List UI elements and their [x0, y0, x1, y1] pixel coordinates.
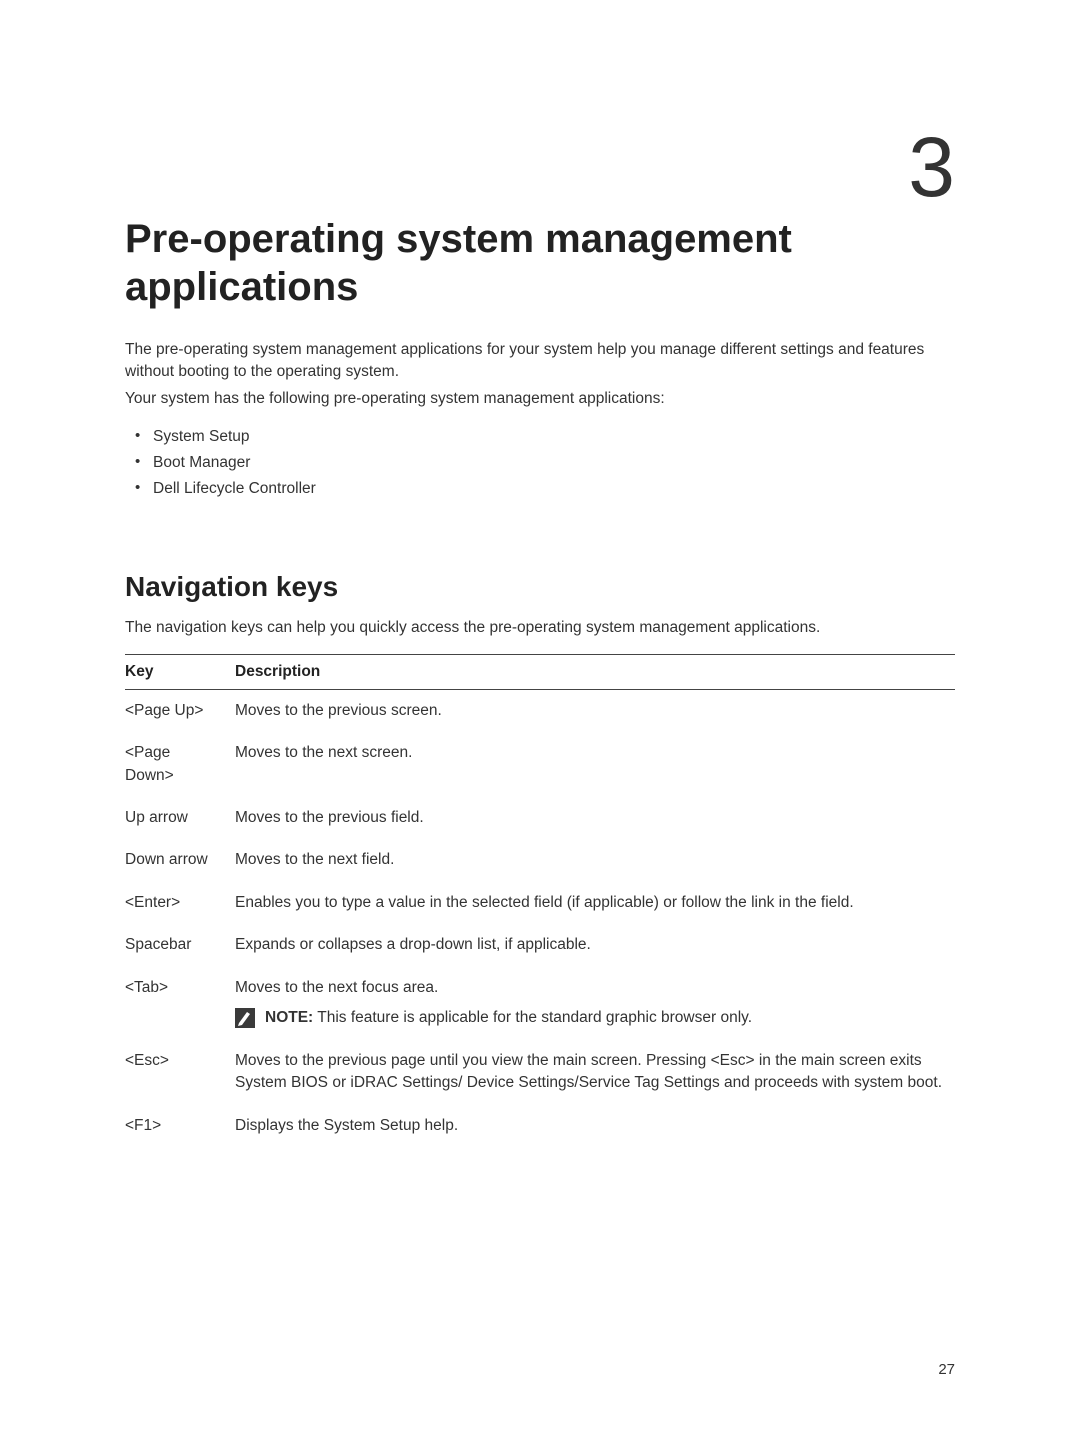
desc-text: Moves to the next focus area.: [235, 979, 438, 996]
note-row: NOTE: This feature is applicable for the…: [235, 1007, 955, 1029]
table-row: <F1> Displays the System Setup help.: [125, 1105, 955, 1147]
table-row: <Tab> Moves to the next focus area. NOTE…: [125, 967, 955, 1040]
note-text: NOTE: This feature is applicable for the…: [265, 1007, 752, 1029]
table-header-description: Description: [235, 654, 955, 689]
table-row: Down arrow Moves to the next field.: [125, 839, 955, 881]
key-cell: Up arrow: [125, 797, 235, 839]
table-row: <Page Down> Moves to the next screen.: [125, 732, 955, 797]
navigation-keys-table: Key Description <Page Up> Moves to the p…: [125, 654, 955, 1148]
intro-paragraph-1: The pre-operating system management appl…: [125, 339, 955, 384]
desc-cell: Moves to the next screen.: [235, 732, 955, 797]
desc-cell: Moves to the next field.: [235, 839, 955, 881]
page-title: Pre-operating system management applicat…: [125, 215, 955, 311]
section-intro: The navigation keys can help you quickly…: [125, 617, 955, 639]
table-header-row: Key Description: [125, 654, 955, 689]
key-cell: <Esc>: [125, 1040, 235, 1105]
desc-cell: Expands or collapses a drop-down list, i…: [235, 924, 955, 966]
key-cell: <Tab>: [125, 967, 235, 1040]
desc-cell: Moves to the previous page until you vie…: [235, 1040, 955, 1105]
key-cell: <F1>: [125, 1105, 235, 1147]
key-cell: <Page Down>: [125, 732, 235, 797]
chapter-number: 3: [908, 125, 955, 209]
desc-cell: Moves to the next focus area. NOTE: This…: [235, 967, 955, 1040]
table-row: Up arrow Moves to the previous field.: [125, 797, 955, 839]
intro-paragraph-2: Your system has the following pre-operat…: [125, 388, 955, 410]
key-cell: Down arrow: [125, 839, 235, 881]
list-item: Dell Lifecycle Controller: [125, 476, 955, 502]
note-icon: [235, 1008, 255, 1028]
table-row: <Esc> Moves to the previous page until y…: [125, 1040, 955, 1105]
key-cell: <Enter>: [125, 882, 235, 924]
page-number: 27: [938, 1361, 955, 1378]
table-row: Spacebar Expands or collapses a drop-dow…: [125, 924, 955, 966]
section-heading-navigation-keys: Navigation keys: [125, 571, 955, 603]
desc-cell: Displays the System Setup help.: [235, 1105, 955, 1147]
desc-cell: Moves to the previous screen.: [235, 689, 955, 732]
table-row: <Page Up> Moves to the previous screen.: [125, 689, 955, 732]
table-row: <Enter> Enables you to type a value in t…: [125, 882, 955, 924]
list-item: System Setup: [125, 424, 955, 450]
note-body: This feature is applicable for the stand…: [313, 1009, 752, 1026]
desc-cell: Enables you to type a value in the selec…: [235, 882, 955, 924]
note-label: NOTE:: [265, 1009, 313, 1026]
key-cell: Spacebar: [125, 924, 235, 966]
app-list: System Setup Boot Manager Dell Lifecycle…: [125, 424, 955, 501]
table-header-key: Key: [125, 654, 235, 689]
key-cell: <Page Up>: [125, 689, 235, 732]
list-item: Boot Manager: [125, 450, 955, 476]
desc-cell: Moves to the previous field.: [235, 797, 955, 839]
